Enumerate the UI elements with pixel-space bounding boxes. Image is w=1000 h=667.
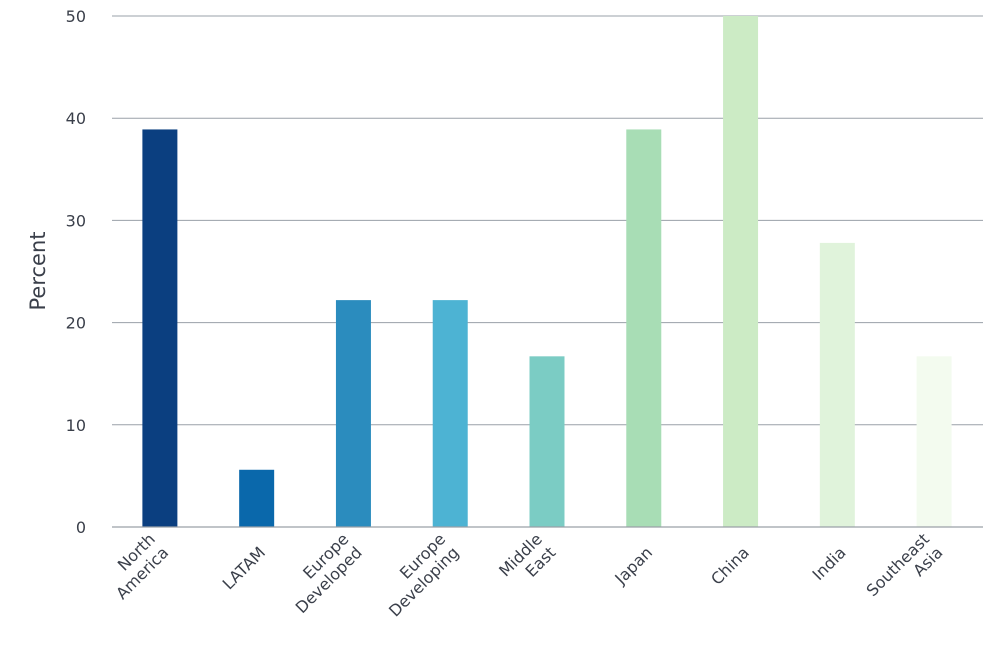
y-tick-label: 10 — [66, 416, 86, 435]
x-tick-label: MiddleEast — [495, 529, 559, 593]
x-tick-label: Japan — [610, 543, 656, 589]
x-tick-label: LATAM — [219, 543, 269, 593]
bar — [142, 129, 178, 527]
y-tick-label: 20 — [66, 314, 86, 333]
y-tick-label: 0 — [76, 518, 86, 537]
bar — [432, 300, 468, 527]
bar — [239, 469, 275, 527]
x-tick-label: EuropeDeveloped — [278, 529, 366, 617]
y-tick-label: 40 — [66, 109, 86, 128]
bar — [529, 356, 565, 527]
x-tick-label: SoutheastAsia — [862, 529, 946, 613]
bar — [723, 16, 759, 527]
y-tick-label: 30 — [66, 211, 86, 230]
bar — [819, 242, 855, 527]
y-tick-label: 50 — [66, 7, 86, 26]
x-tick-label: EuropeDeveloping — [372, 529, 463, 620]
bar — [916, 356, 952, 527]
bar — [335, 300, 371, 527]
y-axis-ticks: 0 10 20 30 40 50 — [66, 7, 86, 537]
x-tick-label: NorthAmerica — [99, 529, 173, 603]
bar — [626, 129, 662, 527]
y-axis-title: Percent — [26, 231, 50, 310]
x-tick-label: India — [808, 543, 849, 584]
x-tick-label: China — [707, 543, 753, 589]
bars — [142, 16, 952, 527]
x-axis-ticks: NorthAmerica LATAM EuropeDeveloped EuropeDe… — [99, 529, 946, 620]
